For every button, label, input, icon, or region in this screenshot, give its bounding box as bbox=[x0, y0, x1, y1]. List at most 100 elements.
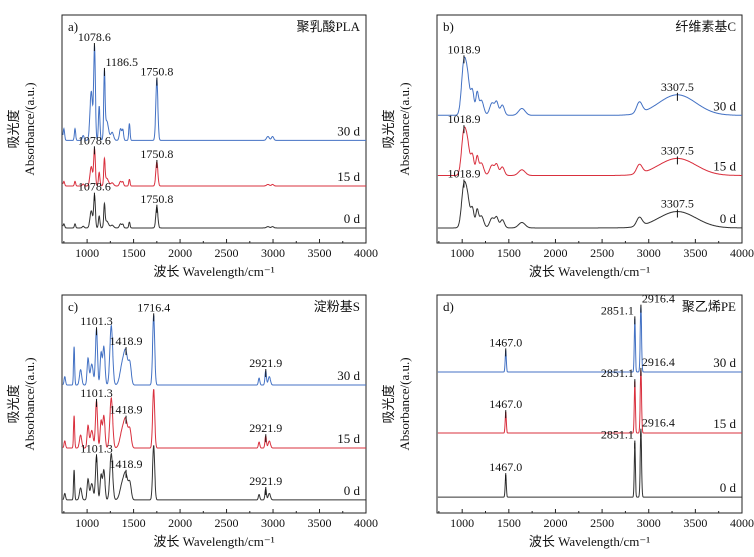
panel-title: 淀粉基S bbox=[314, 299, 360, 314]
y-axis-label-cn: 吸光度 bbox=[381, 109, 396, 148]
chart-panel-c: 1000 1500 2000 2500 3000 3500 4000 波长 Wavelengt… bbox=[6, 294, 378, 549]
panel-letter: a) bbox=[68, 19, 78, 34]
peak-annotation: 1078.6 bbox=[78, 30, 111, 44]
x-tick-label: 1500 bbox=[497, 246, 521, 260]
x-tick-label: 1000 bbox=[450, 246, 474, 260]
spectrum-line-15d bbox=[437, 126, 742, 176]
x-tick-label: 4000 bbox=[730, 516, 754, 530]
plot-frame bbox=[436, 14, 743, 244]
spectrum-line-30d bbox=[437, 306, 742, 373]
panel-letter: c) bbox=[68, 299, 78, 314]
x-tick-label: 2500 bbox=[590, 246, 614, 260]
x-tick-label: 4000 bbox=[354, 516, 378, 530]
spectrum-line-30d bbox=[437, 56, 742, 116]
panel-letter: d) bbox=[443, 299, 454, 314]
panel-letter: b) bbox=[443, 19, 454, 34]
x-tick-label: 3500 bbox=[683, 246, 707, 260]
plot-frame bbox=[436, 294, 743, 514]
series-label: 30 d bbox=[337, 368, 360, 383]
peak-annotation: 1418.9 bbox=[110, 334, 143, 348]
peak-annotation: 2921.9 bbox=[249, 356, 282, 370]
x-axis-label: 波长 Wavelength/cm⁻¹ bbox=[153, 264, 274, 279]
peak-annotation: 2851.1 bbox=[601, 366, 634, 380]
y-axis-label: Absorbance/(a.u.) bbox=[397, 82, 412, 175]
peak-annotation: 1101.3 bbox=[80, 314, 113, 328]
x-tick-label: 2000 bbox=[168, 516, 192, 530]
peak-annotation: 2916.4 bbox=[642, 355, 675, 369]
series-label: 15 d bbox=[337, 169, 360, 184]
series-label: 30 d bbox=[337, 123, 360, 138]
x-tick-label: 1500 bbox=[497, 516, 521, 530]
x-tick-label: 3000 bbox=[637, 516, 661, 530]
y-axis-label: Absorbance/(a.u.) bbox=[397, 357, 412, 450]
peak-annotation: 2916.4 bbox=[642, 292, 675, 306]
x-tick-label: 4000 bbox=[354, 246, 378, 260]
x-tick-label: 4000 bbox=[730, 246, 754, 260]
x-tick-label: 1000 bbox=[75, 516, 99, 530]
spectrum-line-15d bbox=[62, 389, 366, 449]
panel-title: 纤维素基C bbox=[675, 19, 736, 34]
x-tick-label: 1000 bbox=[450, 516, 474, 530]
x-tick-label: 1500 bbox=[122, 246, 146, 260]
peak-annotation: 1018.9 bbox=[447, 167, 480, 181]
plot-frame bbox=[61, 14, 367, 244]
y-axis-label: Absorbance/(a.u.) bbox=[22, 82, 37, 175]
spectrum-line-0d bbox=[62, 194, 366, 229]
peak-annotation: 1467.0 bbox=[489, 460, 522, 474]
series-label: 15 d bbox=[713, 159, 736, 174]
peak-annotation: 1716.4 bbox=[137, 300, 170, 314]
peak-annotation: 1101.3 bbox=[80, 386, 113, 400]
spectrum-line-0d bbox=[62, 445, 366, 501]
series-label: 0 d bbox=[344, 483, 361, 498]
peak-annotation: 2916.4 bbox=[642, 416, 675, 430]
spectrum-line-15d bbox=[437, 369, 742, 434]
peak-annotation: 1078.6 bbox=[78, 180, 111, 194]
peak-annotation: 2851.1 bbox=[601, 428, 634, 442]
peak-annotation: 1186.5 bbox=[105, 55, 138, 69]
x-tick-label: 3000 bbox=[261, 246, 285, 260]
peak-annotation: 2851.1 bbox=[601, 303, 634, 317]
x-tick-label: 2000 bbox=[543, 516, 567, 530]
x-axis-label: 波长 Wavelength/cm⁻¹ bbox=[153, 534, 274, 549]
spectrum-line-15d bbox=[62, 148, 366, 187]
spectrum-line-30d bbox=[62, 45, 366, 141]
x-axis-label: 波长 Wavelength/cm⁻¹ bbox=[529, 534, 650, 549]
series-label: 0 d bbox=[720, 480, 737, 495]
series-label: 15 d bbox=[337, 431, 360, 446]
x-tick-label: 3000 bbox=[637, 246, 661, 260]
peak-annotation: 2921.9 bbox=[249, 421, 282, 435]
x-tick-label: 2500 bbox=[590, 516, 614, 530]
peak-annotation: 1018.9 bbox=[447, 112, 480, 126]
panel-title: 聚乙烯PE bbox=[682, 299, 736, 314]
y-axis-label-cn: 吸光度 bbox=[6, 384, 21, 423]
spectrum-line-0d bbox=[437, 181, 742, 229]
x-tick-label: 3500 bbox=[683, 516, 707, 530]
chart-panel-a: 1000 1500 2000 2500 3000 3500 4000 波长 Wavelengt… bbox=[6, 14, 378, 279]
peak-annotation: 3307.5 bbox=[661, 143, 694, 157]
peak-annotation: 1750.8 bbox=[140, 192, 173, 206]
series-label: 0 d bbox=[344, 211, 361, 226]
x-tick-label: 2500 bbox=[215, 516, 239, 530]
peak-annotation: 2921.9 bbox=[249, 474, 282, 488]
peak-annotation: 3307.5 bbox=[661, 80, 694, 94]
spectrum-line-30d bbox=[62, 315, 366, 386]
spectrum-line-0d bbox=[437, 430, 742, 498]
peak-annotation: 1418.9 bbox=[110, 403, 143, 417]
peak-annotation: 1467.0 bbox=[489, 335, 522, 349]
x-tick-label: 3500 bbox=[308, 516, 332, 530]
y-axis-label: Absorbance/(a.u.) bbox=[22, 357, 37, 450]
x-tick-label: 2000 bbox=[543, 246, 567, 260]
y-axis-label-cn: 吸光度 bbox=[6, 109, 21, 148]
series-label: 15 d bbox=[713, 416, 736, 431]
peak-annotation: 1750.8 bbox=[140, 65, 173, 79]
x-tick-label: 2000 bbox=[168, 246, 192, 260]
x-tick-label: 1000 bbox=[75, 246, 99, 260]
series-label: 0 d bbox=[720, 211, 737, 226]
peak-annotation: 1418.9 bbox=[110, 457, 143, 471]
peak-annotation: 3307.5 bbox=[661, 197, 694, 211]
peak-annotation: 1101.3 bbox=[80, 441, 113, 455]
x-tick-label: 3500 bbox=[308, 246, 332, 260]
series-label: 30 d bbox=[713, 355, 736, 370]
x-tick-label: 3000 bbox=[261, 516, 285, 530]
chart-panel-d: 1000 1500 2000 2500 3000 3500 4000 波长 Wavelengt… bbox=[381, 292, 754, 549]
